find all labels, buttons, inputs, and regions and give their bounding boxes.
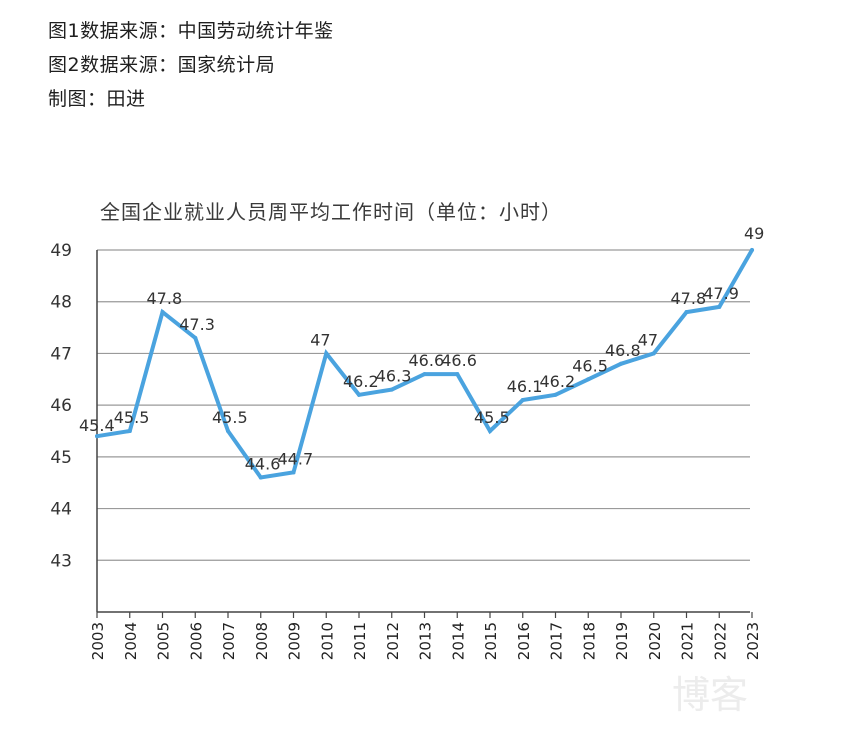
data-label: 44.7 <box>278 449 314 468</box>
data-point <box>95 434 99 439</box>
y-tick-label: 44 <box>50 500 72 520</box>
data-label: 47 <box>310 330 330 349</box>
source-notes: 图1数据来源：中国劳动统计年鉴 图2数据来源：国家统计局 制图：田进 <box>48 14 334 116</box>
data-label: 45.4 <box>79 416 115 435</box>
x-tick-label: 2006 <box>187 622 205 660</box>
x-tick-label: 2003 <box>89 622 107 660</box>
data-point <box>291 470 296 475</box>
x-tick-label: 2022 <box>711 622 729 660</box>
x-tick-label: 2005 <box>155 622 173 660</box>
data-label: 45.5 <box>114 408 150 427</box>
x-tick-label: 2009 <box>286 622 304 660</box>
author-note: 制图：田进 <box>48 88 146 110</box>
x-tick-label: 2017 <box>548 622 566 660</box>
data-point <box>455 372 460 377</box>
x-tick-label: 2010 <box>318 622 336 660</box>
watermark-logo: 博客 <box>672 673 749 717</box>
data-point <box>619 361 623 366</box>
x-tick-label: 2015 <box>482 622 500 660</box>
x-tick-label: 2014 <box>449 622 467 660</box>
data-label: 47.9 <box>703 284 739 303</box>
data-point <box>389 387 394 392</box>
data-label: 46.1 <box>507 377 543 396</box>
x-tick-label: 2004 <box>122 622 140 660</box>
data-point <box>717 304 722 309</box>
data-label: 47.3 <box>179 315 215 334</box>
data-point <box>357 392 361 397</box>
data-label: 46.8 <box>605 341 641 360</box>
x-tick-label: 2007 <box>220 622 238 660</box>
x-tick-label: 2019 <box>613 622 631 660</box>
data-point <box>258 475 263 480</box>
data-label: 49 <box>744 224 764 243</box>
data-point <box>750 248 754 252</box>
x-tick-label: 2023 <box>744 622 762 660</box>
data-label: 44.6 <box>245 455 281 474</box>
chart-title: 全国企业就业人员周平均工作时间（单位：小时） <box>100 200 562 224</box>
y-tick-label: 47 <box>50 344 72 364</box>
data-point <box>160 310 165 315</box>
data-label: 46.6 <box>409 351 445 370</box>
y-tick-label: 49 <box>50 241 72 261</box>
x-tick-label: 2011 <box>351 622 369 660</box>
y-tick-label: 45 <box>50 448 72 468</box>
y-tick-label: 43 <box>50 551 72 571</box>
data-point <box>586 377 591 382</box>
data-label: 45.5 <box>212 408 248 427</box>
data-point <box>684 310 689 315</box>
data-point <box>226 429 230 433</box>
x-tick-label: 2012 <box>384 622 402 660</box>
x-tick-label: 2018 <box>580 622 598 660</box>
data-label: 46.6 <box>441 351 477 370</box>
data-point <box>193 335 198 340</box>
data-point <box>488 429 492 433</box>
x-tick-label: 2021 <box>679 622 697 660</box>
x-tick-label: 2016 <box>515 622 533 660</box>
data-label: 45.5 <box>474 408 510 427</box>
data-point <box>553 392 558 397</box>
y-tick-label: 48 <box>50 293 72 313</box>
data-label: 46.5 <box>572 356 608 375</box>
data-label: 46.2 <box>343 372 379 391</box>
data-label: 46.2 <box>540 372 576 391</box>
data-label: 47.8 <box>147 289 183 308</box>
y-tick-label: 46 <box>50 396 72 416</box>
x-tick-label: 2020 <box>646 622 664 660</box>
source-note-fig1: 图1数据来源：中国劳动统计年鉴 <box>48 20 334 42</box>
data-label: 47.8 <box>671 289 707 308</box>
data-point <box>651 351 656 356</box>
data-point <box>422 372 427 377</box>
x-tick-label: 2008 <box>253 622 271 660</box>
x-tick-label: 2013 <box>417 622 435 660</box>
data-point <box>127 429 132 433</box>
source-note-fig2: 图2数据来源：国家统计局 <box>48 54 276 76</box>
data-point <box>324 351 329 356</box>
data-label: 47 <box>638 330 658 349</box>
data-point <box>520 397 525 402</box>
data-label: 46.3 <box>376 367 412 386</box>
